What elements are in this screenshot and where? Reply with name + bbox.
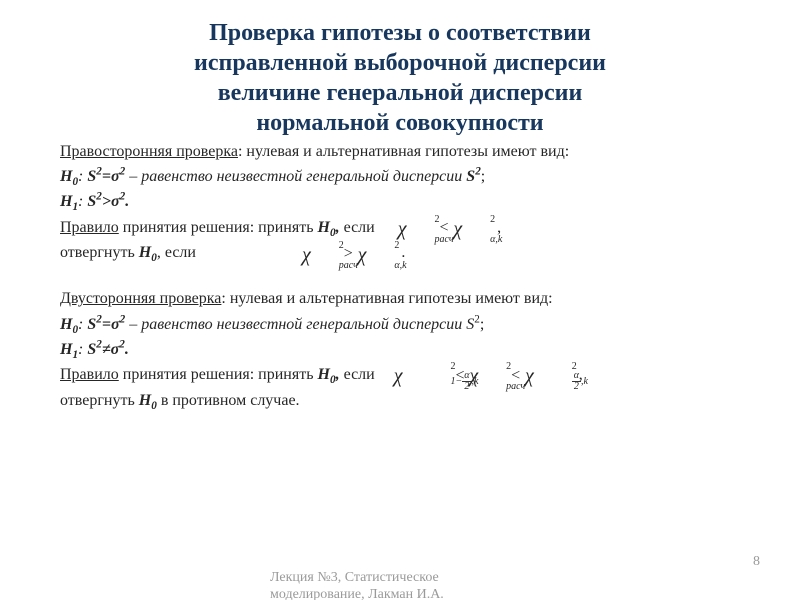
rule-reject: отвергнуть H0, если χ2расч > χ2α,k . (60, 241, 762, 265)
slide: Проверка гипотезы о соответствииисправле… (0, 0, 800, 600)
page-number: 8 (753, 554, 760, 570)
two-test-tail: : нулевая и альтернативная гипотезы имею… (221, 290, 552, 307)
rule-accept-2: Правило принятия решения: принять H0, ес… (60, 363, 762, 387)
right-test-label: Правосторонняя проверка (60, 143, 238, 160)
slide-body: Правосторонняя проверка: нулевая и альте… (0, 140, 800, 412)
two-test-label: Двусторонняя проверка (60, 290, 221, 307)
h1-line-2: H1: S2≠σ2. (60, 338, 762, 361)
two-test-intro: Двусторонняя проверка: нулевая и альтерн… (60, 287, 762, 310)
h0-line-2: H0: S2=σ2 – равенство неизвестной генера… (60, 313, 762, 336)
right-test-intro: Правосторонняя проверка: нулевая и альте… (60, 140, 762, 163)
h0-line: H0: S2=σ2 – равенство неизвестной генера… (60, 165, 762, 188)
chi-accept-right: χ2расч < χ2α,k (398, 216, 490, 239)
rule-accept: Правило принятия решения: принять H0, ес… (60, 216, 762, 240)
footer-text: Лекция №3, Статистическое моделирование,… (270, 570, 550, 600)
slide-title: Проверка гипотезы о соответствииисправле… (0, 0, 800, 138)
right-test-tail: : нулевая и альтернативная гипотезы имею… (238, 143, 569, 160)
rule-reject-2: отвергнуть H0 в противном случае. (60, 389, 762, 412)
h1-line: H1: S2>σ2. (60, 190, 762, 213)
chi-reject-right: χ2расч > χ2α,k (302, 242, 394, 265)
chi-accept-two: χ2 1−α2,k < χ2расч < χ2 α2,k (394, 364, 572, 387)
